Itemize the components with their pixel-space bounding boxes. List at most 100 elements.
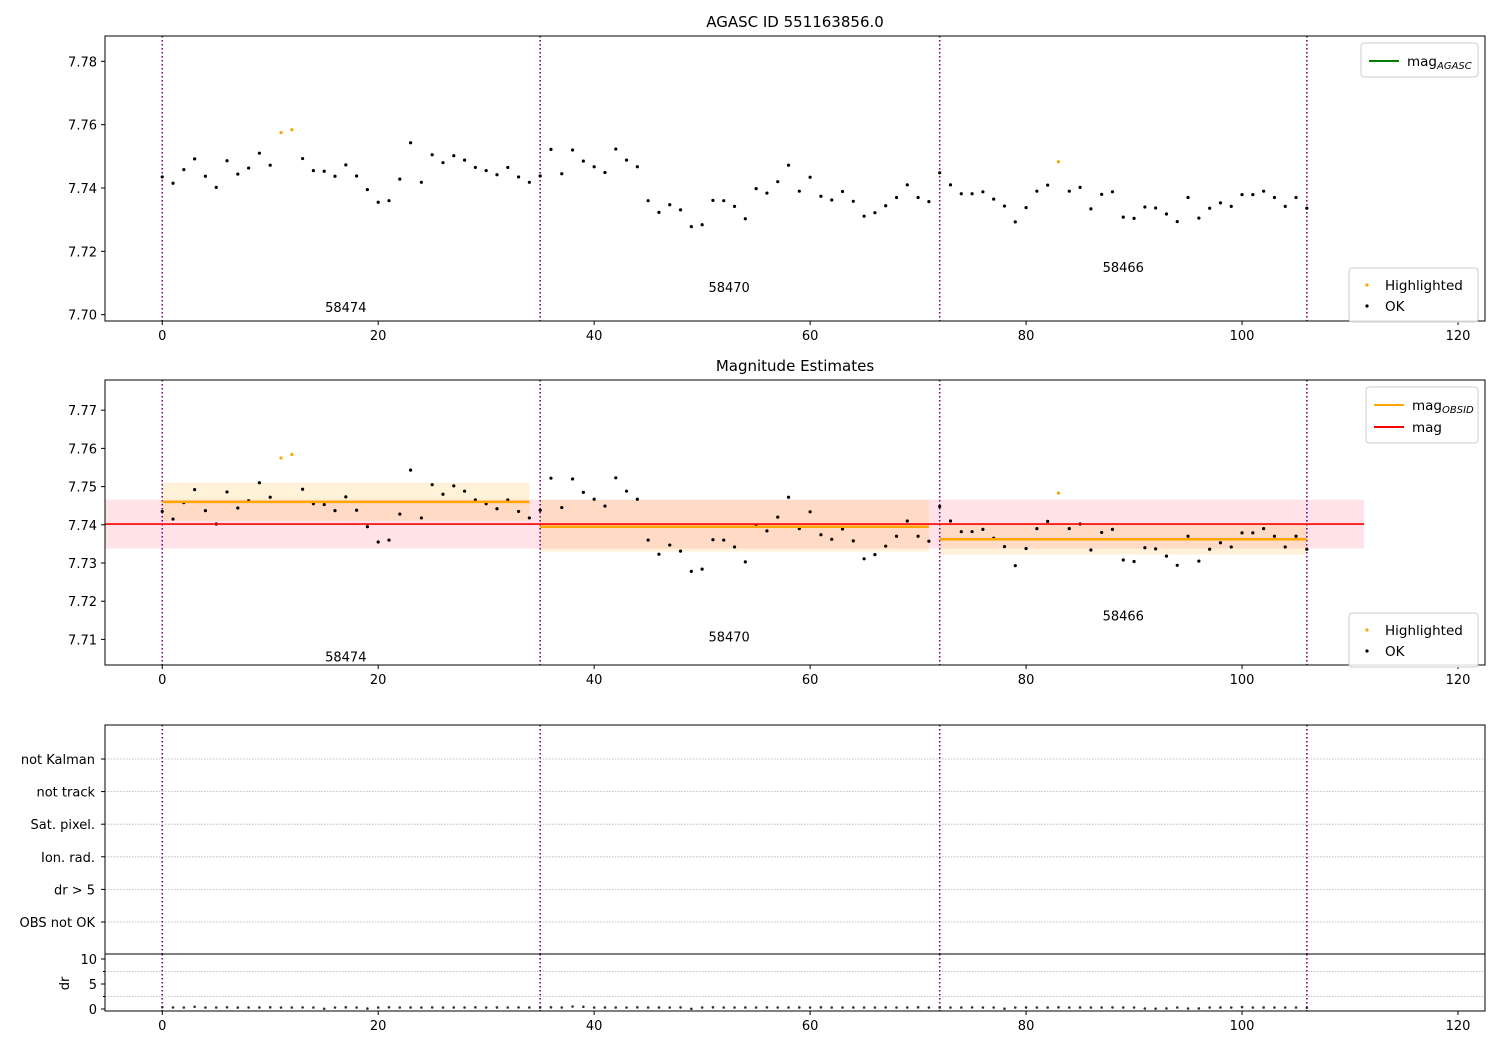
ok-point: [441, 161, 445, 165]
ok-point: [732, 545, 737, 549]
y-tick-label: 7.70: [68, 309, 97, 324]
x-tick-label: 80: [1018, 673, 1035, 688]
obs-label: 58470: [708, 630, 749, 645]
ok-point: [830, 537, 834, 541]
dr-point: [808, 1006, 812, 1009]
dr-point: [711, 1006, 715, 1009]
dr-point: [679, 1006, 682, 1009]
ok-point: [797, 189, 801, 193]
ok-point: [365, 525, 369, 529]
dr-point: [441, 1006, 445, 1009]
legend-marker: [1365, 304, 1369, 308]
axes-frame: [104, 953, 1486, 1012]
dr-point: [765, 1006, 769, 1009]
dr-point: [538, 1006, 542, 1009]
ok-point: [819, 533, 823, 537]
flag-category-label: not track: [36, 786, 95, 801]
ok-point: [614, 147, 618, 151]
ok-point: [160, 175, 164, 179]
x-tick-label: 0: [158, 329, 166, 344]
ok-point: [916, 534, 920, 538]
ok-point: [1272, 195, 1277, 200]
dr-point: [366, 1007, 369, 1010]
y-tick-label: 7.73: [68, 557, 97, 572]
ok-point: [668, 543, 672, 547]
ok-point: [894, 195, 899, 200]
y-tick-label: 7.74: [68, 182, 97, 197]
ok-point: [689, 225, 693, 229]
ok-point: [970, 530, 974, 534]
ok-point: [1186, 534, 1190, 538]
dr-point: [1121, 1006, 1125, 1009]
legend-label: magAGASC: [1407, 54, 1472, 72]
dr-point: [852, 1006, 855, 1009]
highlighted-point: [1056, 160, 1061, 164]
ok-point: [430, 153, 434, 157]
x-tick-label: 80: [1018, 329, 1035, 344]
dr-point: [1294, 1006, 1298, 1009]
legend-box: [1348, 612, 1479, 668]
ok-point: [462, 158, 467, 162]
ok-point: [376, 540, 380, 544]
ok-point: [786, 495, 791, 499]
y-tick-label: 7.74: [68, 519, 97, 534]
x-tick-label: 0: [158, 1019, 166, 1034]
dr-point: [603, 1006, 607, 1009]
legend-box: [1365, 386, 1479, 444]
ok-point: [538, 508, 542, 512]
flags-panel: not Kalman not track Sat. pixel. Ion. rad. d…: [20, 724, 1486, 955]
y-tick-label: 7.72: [68, 595, 97, 610]
x-tick-label: 40: [586, 329, 603, 344]
obs-label: 58474: [325, 651, 366, 666]
ok-point: [1024, 206, 1028, 210]
y-tick-label: 5: [89, 978, 97, 993]
ok-point: [495, 507, 499, 511]
dr-point: [1013, 1006, 1017, 1009]
ok-point: [1002, 204, 1007, 208]
legend-marker: [1365, 649, 1369, 653]
ok-point: [171, 517, 175, 521]
highlighted-point: [290, 452, 294, 457]
ok-point: [1164, 554, 1169, 558]
ok-point: [581, 490, 585, 494]
dr-point: [959, 1006, 963, 1009]
dr-point: [1154, 1007, 1157, 1010]
dr-point: [344, 1006, 348, 1009]
ok-point: [516, 509, 521, 514]
highlighted-point: [279, 456, 283, 460]
ok-point: [765, 529, 769, 533]
ok-point: [193, 157, 197, 161]
ok-point: [1143, 205, 1147, 209]
ok-point: [851, 539, 855, 543]
y-tick-label: 7.75: [68, 481, 97, 496]
dr-point: [171, 1006, 175, 1009]
ok-point: [203, 509, 208, 513]
dr-point: [1003, 1007, 1006, 1010]
x-tick-label: 120: [1446, 1019, 1471, 1034]
ok-point: [1208, 547, 1212, 551]
dr-point: [398, 1006, 402, 1009]
dr-point: [862, 1006, 866, 1009]
ok-point: [549, 147, 553, 151]
dr-point: [1240, 1005, 1244, 1009]
ok-point: [905, 183, 909, 187]
ok-point: [1272, 534, 1277, 538]
flag-category-label: OBS not OK: [20, 916, 96, 931]
ok-point: [527, 180, 531, 184]
legend-label-name: mag: [1407, 54, 1437, 70]
dr-point: [495, 1006, 499, 1009]
dr-point: [160, 1005, 164, 1009]
legend-label-subscript: OBSID: [1442, 405, 1474, 416]
ok-point: [1100, 530, 1104, 535]
dr-point: [787, 1006, 790, 1009]
ok-point: [678, 549, 683, 553]
highlighted-point: [290, 128, 294, 132]
dr-point: [819, 1006, 823, 1009]
ok-point: [711, 538, 715, 542]
dr-point: [733, 1006, 736, 1009]
x-tick-label: 80: [1018, 1019, 1035, 1034]
dr-point: [722, 1006, 726, 1009]
ok-point: [1186, 195, 1190, 200]
dr-point: [571, 1005, 574, 1008]
dr-point: [322, 1007, 326, 1011]
